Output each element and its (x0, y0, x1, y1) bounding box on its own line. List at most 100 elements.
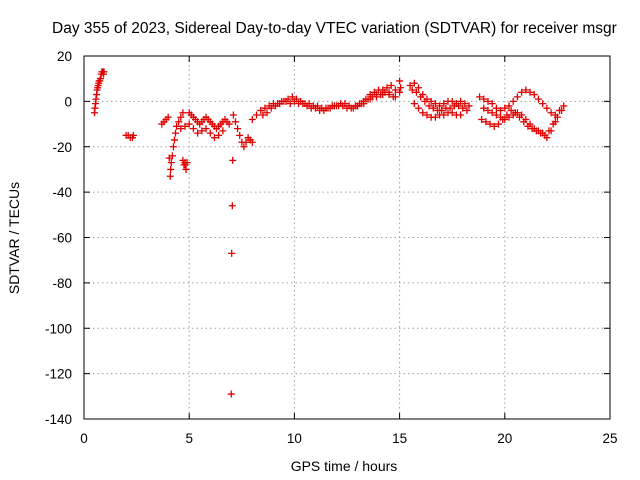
data-point (259, 111, 267, 119)
data-point (288, 93, 296, 101)
data-point (379, 91, 387, 99)
x-tick-label: 25 (602, 431, 617, 446)
data-point (497, 106, 505, 114)
data-point (513, 93, 521, 101)
data-point (480, 104, 488, 112)
data-point (423, 111, 431, 119)
y-tick-label: -40 (52, 185, 72, 200)
data-point (347, 104, 355, 112)
x-tick-label: 20 (497, 431, 512, 446)
data-point (257, 106, 265, 114)
y-tick-label: 20 (57, 49, 72, 64)
x-tick-label: 0 (80, 431, 88, 446)
data-point (234, 125, 242, 133)
data-point (293, 95, 301, 103)
data-point (551, 118, 559, 126)
data-point (236, 131, 244, 139)
data-point (494, 120, 502, 128)
data-point (497, 113, 505, 121)
data-point (202, 125, 210, 133)
data-point (406, 81, 414, 89)
data-point (248, 116, 256, 124)
data-point (558, 106, 566, 114)
y-tick-label: -140 (45, 412, 72, 427)
data-point (339, 102, 347, 110)
data-point (189, 125, 197, 133)
data-point (448, 109, 456, 117)
data-point (248, 138, 256, 146)
data-point (457, 97, 465, 105)
data-point (438, 106, 446, 114)
data-point (261, 104, 269, 112)
data-point (210, 134, 218, 142)
data-point (501, 116, 509, 124)
data-point (387, 81, 395, 89)
data-point (297, 97, 305, 105)
data-point (168, 152, 176, 160)
data-point (179, 109, 187, 117)
x-tick-label: 5 (185, 431, 193, 446)
y-tick-label: -20 (52, 140, 72, 155)
data-point (459, 104, 467, 112)
data-point (476, 93, 484, 101)
y-tick-label: -120 (45, 367, 72, 382)
data-point (372, 93, 380, 101)
data-point (492, 111, 500, 119)
data-point (431, 113, 439, 121)
data-point (175, 118, 183, 126)
data-point (173, 122, 181, 130)
data-point (185, 120, 193, 128)
data-point (194, 129, 202, 137)
data-point (448, 97, 456, 105)
data-point (408, 86, 416, 94)
data-point (417, 93, 425, 101)
data-point (492, 104, 500, 112)
data-point (227, 390, 235, 398)
data-point (518, 88, 526, 96)
data-point (436, 102, 444, 110)
data-point (267, 104, 275, 112)
data-point (242, 138, 250, 146)
data-point (169, 143, 177, 151)
data-point (231, 118, 239, 126)
data-point (166, 172, 174, 180)
data-point (366, 95, 374, 103)
data-point (547, 109, 555, 117)
data-point (229, 156, 237, 164)
data-point (412, 88, 420, 96)
data-point (219, 127, 227, 135)
data-point (543, 104, 551, 112)
data-point (486, 120, 494, 128)
data-point (547, 127, 555, 135)
data-point (526, 88, 534, 96)
data-point (488, 109, 496, 117)
data-point (164, 113, 172, 121)
data-point (490, 122, 498, 130)
data-point (440, 100, 448, 108)
data-point (539, 100, 547, 108)
y-tick-label: 0 (64, 94, 72, 109)
data-point (305, 100, 313, 108)
data-point (419, 109, 427, 117)
data-point (170, 136, 178, 144)
data-point (415, 84, 423, 92)
data-point (484, 97, 492, 105)
data-point (172, 129, 180, 137)
data-point (530, 91, 538, 99)
data-point (354, 102, 362, 110)
data-point (465, 102, 473, 110)
y-tick-label: -80 (52, 276, 72, 291)
data-point (509, 97, 517, 105)
data-point (410, 79, 418, 87)
data-point (397, 84, 405, 92)
data-point (225, 120, 233, 128)
data-point (100, 68, 108, 76)
data-points (91, 68, 568, 398)
data-point (391, 86, 399, 94)
data-point (560, 102, 568, 110)
data-point (530, 125, 538, 133)
data-point (182, 165, 190, 173)
data-point (478, 116, 486, 124)
data-point (431, 100, 439, 108)
